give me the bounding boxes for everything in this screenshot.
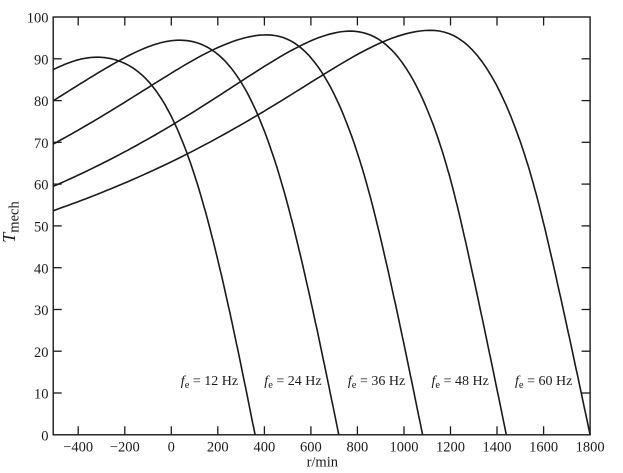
svg-text:60: 60 [34,178,49,194]
svg-text:10: 10 [34,387,49,403]
svg-text:fe = 60 Hz: fe = 60 Hz [515,374,572,391]
svg-text:90: 90 [34,52,49,68]
svg-text:40: 40 [34,261,49,277]
svg-text:50: 50 [34,220,49,236]
svg-text:fe = 24 Hz: fe = 24 Hz [264,374,321,391]
svg-text:100: 100 [27,11,49,27]
svg-text:30: 30 [34,303,49,319]
svg-text:1600: 1600 [529,440,558,456]
svg-text:0: 0 [168,440,175,456]
svg-text:fe = 12 Hz: fe = 12 Hz [181,374,238,391]
svg-text:fe = 36 Hz: fe = 36 Hz [348,374,405,391]
svg-text:600: 600 [300,440,322,456]
svg-text:1400: 1400 [483,440,512,456]
svg-text:1200: 1200 [436,440,465,456]
svg-text:70: 70 [34,136,49,152]
svg-text:fe = 48 Hz: fe = 48 Hz [432,374,489,391]
svg-text:−400: −400 [63,440,93,456]
svg-text:800: 800 [347,440,369,456]
svg-text:400: 400 [254,440,276,456]
svg-text:1800: 1800 [576,440,605,456]
svg-text:Tmech: Tmech [0,201,23,243]
svg-text:20: 20 [34,345,49,361]
svg-text:r/min: r/min [307,455,339,471]
svg-text:80: 80 [34,94,49,110]
svg-text:200: 200 [207,440,229,456]
svg-text:−200: −200 [110,440,140,456]
svg-text:1000: 1000 [390,440,419,456]
svg-text:0: 0 [41,428,48,444]
